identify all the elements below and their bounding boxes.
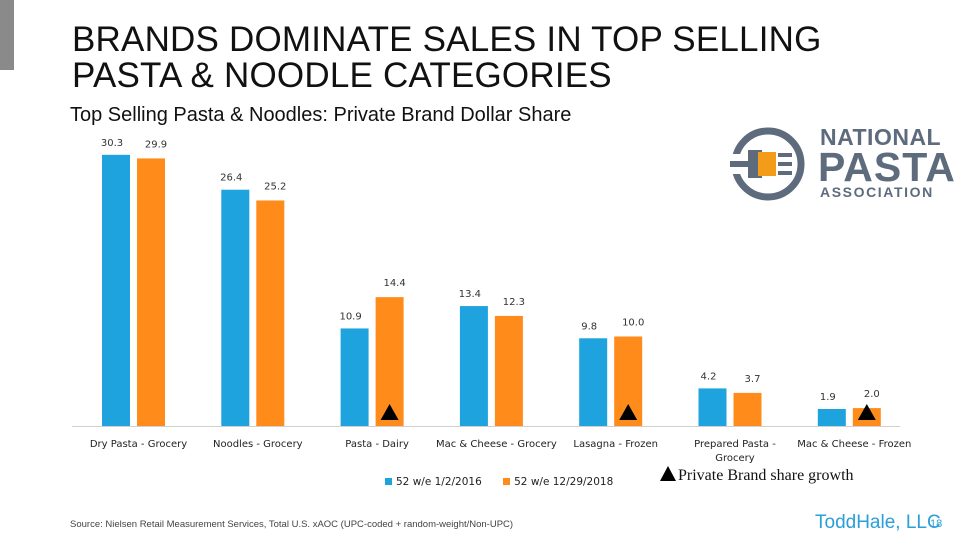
bar-2016-6 xyxy=(817,408,846,426)
logo-text-pasta: PASTA xyxy=(818,144,956,190)
source-note: Source: Nielsen Retail Measurement Servi… xyxy=(70,519,514,530)
growth-marker-icon-4 xyxy=(619,404,638,420)
value-label-2016-5: 4.2 xyxy=(701,371,717,382)
value-label-2016-1: 26.4 xyxy=(220,173,242,184)
value-label-2016-4: 9.8 xyxy=(581,321,597,332)
value-label-2018-5: 3.7 xyxy=(745,374,761,385)
legend-swatch-2018 xyxy=(503,478,511,485)
value-label-2018-6: 2.0 xyxy=(864,389,880,400)
legend-item-2018: 52 w/e 12/29/2018 xyxy=(503,476,613,488)
value-label-2018-1: 25.2 xyxy=(264,181,286,192)
category-label-2: Pasta - Dairy xyxy=(345,439,409,450)
category-label-1: Noodles - Grocery xyxy=(213,439,303,450)
category-label-0: Dry Pasta - Grocery xyxy=(90,439,187,450)
logo-text-association: ASSOCIATION xyxy=(820,184,934,200)
category-label-6: Mac & Cheese - Frozen xyxy=(797,439,911,450)
value-label-2016-3: 13.4 xyxy=(459,289,481,300)
growth-marker-icon-2 xyxy=(380,404,399,420)
chart-legend: 52 w/e 1/2/2016 52 w/e 12/29/2018 xyxy=(385,476,631,488)
bar-2016-4 xyxy=(579,338,608,426)
slide-title: BRANDS DOMINATE SALES IN TOP SELLING PAS… xyxy=(72,20,822,95)
logo-text-national: NATIONAL xyxy=(820,124,942,150)
value-label-2018-0: 29.9 xyxy=(145,139,167,150)
bar-2018-5 xyxy=(733,392,762,426)
legend-label-2016: 52 w/e 1/2/2016 xyxy=(396,476,482,488)
bar-2018-0 xyxy=(137,158,165,426)
plug-emblem-icon xyxy=(728,127,805,201)
title-accent-bar xyxy=(0,0,14,70)
legend-label-2018: 52 w/e 12/29/2018 xyxy=(514,476,614,488)
growth-legend-label: Private Brand share growth xyxy=(678,467,854,484)
bar-chart: 30.3 29.9 Dry Pasta - Grocery 26.4 25.2 Noodl… xyxy=(72,138,911,464)
legend-item-2016: 52 w/e 1/2/2016 xyxy=(385,476,482,488)
bar-2016-1 xyxy=(221,189,250,426)
triangle-up-icon xyxy=(660,466,676,481)
value-label-2016-6: 1.9 xyxy=(820,392,836,403)
value-label-2018-3: 12.3 xyxy=(503,297,525,308)
bar-2018-3 xyxy=(494,315,523,426)
bar-2016-2 xyxy=(340,328,369,426)
value-label-2018-2: 14.4 xyxy=(383,278,405,289)
legend-swatch-2016 xyxy=(385,478,392,485)
bar-2016-0 xyxy=(102,154,130,426)
growth-marker-legend: Private Brand share growth xyxy=(660,466,854,485)
bar-2016-3 xyxy=(459,306,488,426)
toddhale-brand-logo: ToddHale, LLC xyxy=(815,512,941,533)
page-number: 18 xyxy=(930,518,943,530)
category-label-5: Prepared Pasta -Grocery xyxy=(694,439,776,464)
value-label-2016-2: 10.9 xyxy=(339,311,361,322)
growth-marker-icon-6 xyxy=(857,404,876,420)
category-label-3: Mac & Cheese - Grocery xyxy=(436,439,557,450)
bar-2018-1 xyxy=(256,200,285,426)
value-label-2018-4: 10.0 xyxy=(622,318,644,329)
category-label-4: Lasagna - Frozen xyxy=(573,439,658,450)
bar-2016-5 xyxy=(698,388,727,426)
chart-subtitle: Top Selling Pasta & Noodles: Private Bra… xyxy=(70,104,572,126)
national-pasta-association-logo: NATIONAL PASTA ASSOCIATION xyxy=(728,124,955,204)
value-label-2016-0: 30.3 xyxy=(101,138,123,149)
